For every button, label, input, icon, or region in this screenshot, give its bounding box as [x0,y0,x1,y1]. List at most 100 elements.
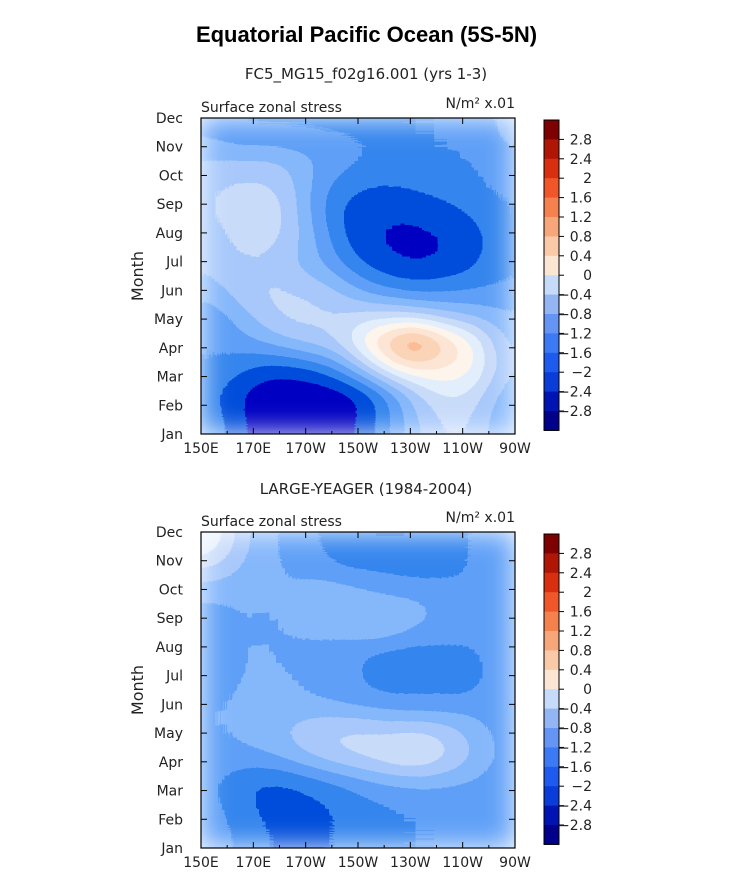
contour-field [201,118,515,434]
colorbar-label: −1.2 [558,740,592,756]
data-cell [267,768,292,796]
colorbar-segment [544,275,559,295]
data-cell [402,354,426,382]
data-cell [245,689,269,717]
y-tick-label: Jan [160,841,183,857]
data-cell [402,222,426,251]
data-cell [492,301,515,330]
data-cell [379,821,404,848]
data-cell [290,768,314,796]
colorbar-segment [544,352,559,373]
data-cell [267,118,292,145]
data-cell [357,354,381,382]
y-tick-label: Jun [160,697,183,713]
y-tick-label: Feb [158,812,183,828]
data-cell [267,532,292,559]
data-cell [357,768,381,796]
data-cell [424,663,449,691]
data-cell [312,794,337,823]
data-cell [245,715,269,744]
data-cell [335,407,359,434]
data-cell [335,249,359,277]
data-cell [469,170,494,198]
data-cell [312,636,337,665]
colorbar-label: 1.6 [570,191,592,207]
data-cell [447,794,471,823]
data-cell [447,663,471,691]
colorbar-segment [544,747,559,768]
colorbar-label: 2.4 [570,566,592,582]
data-cell [222,557,247,586]
data-cell [492,143,515,172]
data-cell [312,170,337,198]
colorbar-segment [544,766,559,787]
data-cell [290,407,314,434]
data-cell [335,821,359,848]
colorbar-segment [544,158,559,179]
data-cell [379,196,404,224]
data-cell [312,742,337,770]
data-cell [222,380,247,409]
y-tick-label: Apr [159,341,183,357]
data-cell [335,301,359,330]
colorbar-label: 2.4 [570,152,592,168]
data-cell [469,557,494,586]
data-cell [492,532,515,559]
colorbar-segment [544,669,559,690]
y-tick-label: Feb [158,398,183,414]
data-cell [402,249,426,277]
data-cell [267,689,292,717]
data-cell [245,557,269,586]
data-cell [335,170,359,198]
data-cell [245,794,269,823]
colorbar-label: −0.4 [558,288,592,304]
data-cell [379,249,404,277]
colorbar-label: −2.4 [558,799,592,815]
colorbar-segment [544,805,559,826]
y-tick-label: Apr [159,755,183,771]
data-cell [447,532,471,559]
data-cell [222,407,247,434]
data-cell [201,663,224,691]
data-cell [469,275,494,303]
data-cell [312,715,337,744]
data-cell [379,610,404,638]
data-cell [201,742,224,770]
data-cell [469,663,494,691]
data-cell [335,328,359,356]
data-cell [447,768,471,796]
data-cell [492,380,515,409]
data-cell [245,301,269,330]
y-tick-label: Nov [156,140,183,156]
data-cell [492,196,515,224]
data-cell [469,636,494,665]
data-cell [312,407,337,434]
data-cell [201,275,224,303]
data-cell [424,249,449,277]
data-cell [290,328,314,356]
x-tick-label: 150E [183,441,219,457]
data-cell [447,380,471,409]
data-cell [357,143,381,172]
data-cell [424,380,449,409]
data-cell [290,380,314,409]
x-tick-label: 130W [390,855,431,871]
data-cell [357,715,381,744]
data-cell [469,532,494,559]
y-tick-label: Jul [165,255,183,271]
data-cell [245,118,269,145]
data-cell [290,170,314,198]
y-tick-label: Mar [157,784,184,800]
data-cell [379,636,404,665]
data-cell [424,636,449,665]
data-cell [357,222,381,251]
data-cell [312,143,337,172]
colorbar-segment [544,708,559,729]
colorbar-segment [544,786,559,806]
data-cell [424,118,449,145]
data-cell [201,380,224,409]
data-cell [447,584,471,612]
data-cell [379,689,404,717]
colorbar-label: 0.4 [570,249,592,265]
colorbar-segment [544,728,559,748]
